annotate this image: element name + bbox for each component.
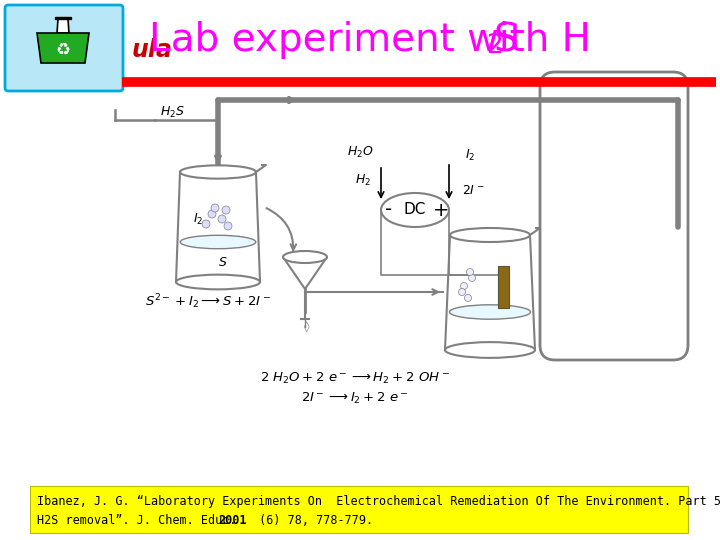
Ellipse shape xyxy=(450,228,530,242)
Polygon shape xyxy=(55,17,71,19)
Circle shape xyxy=(467,268,474,275)
Circle shape xyxy=(211,204,219,212)
Text: $I_2$: $I_2$ xyxy=(193,212,203,227)
Text: $2\ H_2O + 2\ e^- \longrightarrow H_2 + 2\ OH^-$: $2\ H_2O + 2\ e^- \longrightarrow H_2 + … xyxy=(260,370,450,386)
Circle shape xyxy=(459,288,466,295)
Circle shape xyxy=(202,220,210,228)
Circle shape xyxy=(222,206,230,214)
Text: 2001: 2001 xyxy=(218,515,246,528)
Circle shape xyxy=(224,222,232,230)
Text: Ibanez, J. G. “Laboratory Experiments On  Electrochemical Remediation Of The Env: Ibanez, J. G. “Laboratory Experiments On… xyxy=(37,495,720,508)
Text: 2: 2 xyxy=(485,33,503,59)
Circle shape xyxy=(208,210,216,218)
Ellipse shape xyxy=(283,251,327,263)
Text: ula: ula xyxy=(132,38,173,62)
Text: DC: DC xyxy=(404,202,426,218)
Polygon shape xyxy=(283,257,327,289)
Circle shape xyxy=(218,215,226,223)
Circle shape xyxy=(469,274,475,281)
Text: $H_2$: $H_2$ xyxy=(355,172,371,187)
Text: -: - xyxy=(385,200,392,219)
Text: $S^{2-} + I_2 \longrightarrow S + 2I^-$: $S^{2-} + I_2 \longrightarrow S + 2I^-$ xyxy=(145,293,271,312)
Polygon shape xyxy=(37,33,89,63)
Text: $H_2O$: $H_2O$ xyxy=(346,144,374,159)
Ellipse shape xyxy=(381,193,449,227)
Text: $2I^- \longrightarrow I_2 + 2\ e^-$: $2I^- \longrightarrow I_2 + 2\ e^-$ xyxy=(301,390,409,406)
Text: Lab experiment with H: Lab experiment with H xyxy=(149,21,591,59)
Text: S: S xyxy=(494,21,518,59)
Text: ◊: ◊ xyxy=(305,321,310,333)
Text: $I_2$: $I_2$ xyxy=(465,147,475,163)
Ellipse shape xyxy=(445,342,535,358)
Bar xyxy=(498,266,509,308)
Circle shape xyxy=(464,294,472,301)
Circle shape xyxy=(461,282,467,289)
Text: +: + xyxy=(433,200,449,219)
FancyBboxPatch shape xyxy=(30,486,688,533)
Ellipse shape xyxy=(180,165,256,179)
Text: $H_2S$: $H_2S$ xyxy=(160,104,185,119)
Ellipse shape xyxy=(449,305,531,319)
Text: H2S removal”. J. Chem. Educ.: H2S removal”. J. Chem. Educ. xyxy=(37,515,243,528)
Ellipse shape xyxy=(176,275,260,289)
Text: ♻: ♻ xyxy=(55,40,71,58)
FancyBboxPatch shape xyxy=(5,5,123,91)
Ellipse shape xyxy=(180,235,256,249)
Polygon shape xyxy=(57,19,69,33)
Text: $2I^-$: $2I^-$ xyxy=(462,184,485,197)
Text: (6) 78, 778-779.: (6) 78, 778-779. xyxy=(252,515,373,528)
Text: $S$: $S$ xyxy=(218,255,228,268)
